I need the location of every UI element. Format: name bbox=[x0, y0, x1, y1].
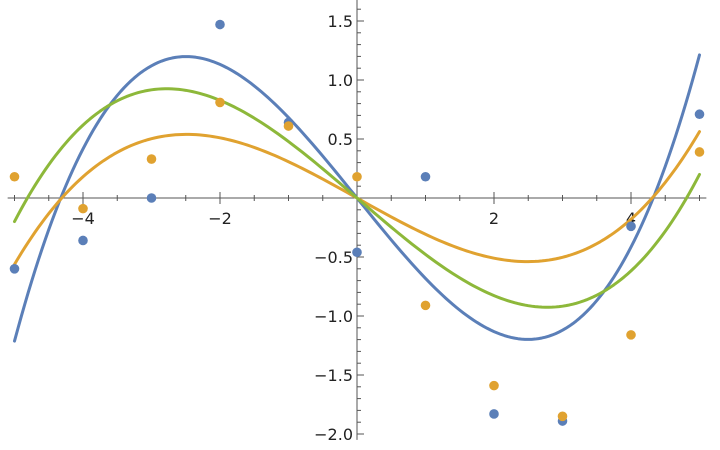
data-points bbox=[9, 19, 705, 426]
tick-labels: −4 −2 2 41.51.00.5−0.5−1.0−1.5−2.0 bbox=[71, 12, 636, 444]
fit-curves bbox=[13, 53, 701, 343]
data-point bbox=[694, 147, 705, 157]
data-point bbox=[557, 411, 568, 422]
tick-marks bbox=[14, 8, 700, 435]
y-tick-label: −0.5 bbox=[314, 248, 353, 267]
data-point bbox=[626, 330, 636, 340]
data-point bbox=[352, 171, 362, 182]
y-tick-label: −2.0 bbox=[314, 425, 353, 444]
data-point bbox=[489, 409, 499, 419]
y-tick-label: −1.0 bbox=[314, 307, 353, 326]
data-point bbox=[146, 154, 157, 164]
y-tick-label: 1.0 bbox=[328, 71, 353, 90]
data-point bbox=[420, 171, 431, 182]
data-point bbox=[489, 380, 499, 391]
data-point bbox=[9, 264, 20, 274]
y-tick-label: 1.5 bbox=[328, 12, 353, 31]
data-point bbox=[78, 203, 88, 214]
data-point bbox=[78, 235, 88, 246]
data-point bbox=[146, 193, 157, 203]
data-point bbox=[9, 171, 20, 182]
data-point bbox=[352, 247, 362, 258]
data-point bbox=[626, 221, 636, 232]
y-tick-label: 0.5 bbox=[328, 130, 353, 149]
data-point bbox=[420, 300, 431, 311]
x-tick-label: −4 bbox=[71, 209, 95, 228]
x-tick-label: −2 bbox=[208, 209, 232, 228]
data-point bbox=[215, 19, 225, 30]
x-tick-label: 2 bbox=[489, 209, 499, 228]
data-point bbox=[694, 109, 705, 120]
data-point bbox=[215, 97, 225, 108]
data-point bbox=[283, 121, 294, 131]
y-tick-label: −1.5 bbox=[314, 366, 353, 385]
fit-curve bbox=[13, 87, 701, 309]
